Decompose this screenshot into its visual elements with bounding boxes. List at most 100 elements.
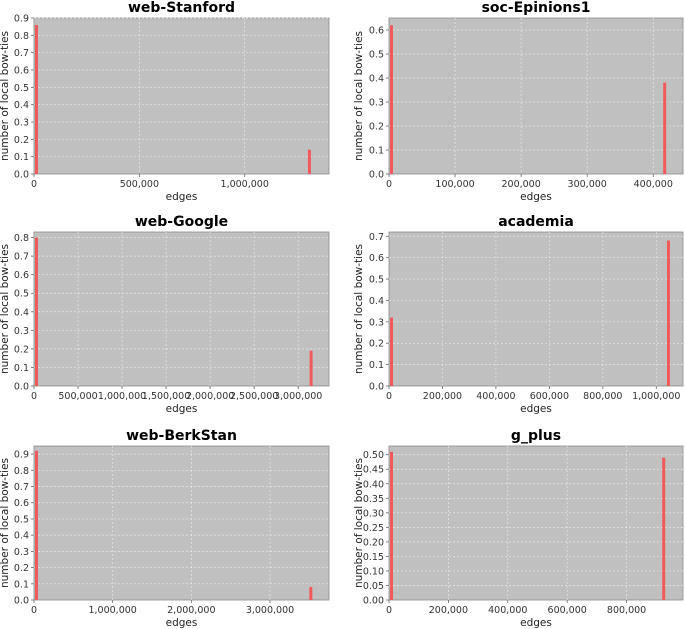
y-tick-label: 0.5 — [14, 83, 29, 94]
y-tick-label: 0.3 — [14, 326, 29, 337]
y-tick-label: 0.35 — [363, 494, 384, 505]
y-tick-label: 0.45 — [363, 465, 384, 476]
chart-panel: 0 200,000 400,000 600,000 800,000 1,000,000 0.… — [353, 214, 684, 415]
x-tick-label: 600,000 — [530, 391, 569, 402]
x-tick-label: 200,000 — [501, 179, 540, 190]
x-tick-label: 200,000 — [429, 605, 468, 616]
y-tick-label: 0.2 — [14, 563, 29, 574]
y-tick-label: 0.2 — [14, 344, 29, 355]
x-tick-label: 0 — [386, 605, 392, 616]
plot-background — [388, 17, 684, 175]
x-tick-label: 400,000 — [488, 605, 527, 616]
y-tick-label: 0.0 — [14, 596, 29, 607]
y-tick-label: 0.4 — [14, 100, 29, 111]
chart-title: web-Google — [135, 214, 228, 230]
y-tick-label: 0.5 — [14, 289, 29, 300]
x-tick-label: 400,000 — [476, 391, 515, 402]
y-tick-label: 0.8 — [14, 466, 29, 477]
y-tick-label: 0.6 — [14, 270, 29, 281]
x-tick-label: 1,500,000 — [142, 391, 190, 402]
y-tick-label: 0.0 — [14, 382, 29, 393]
y-tick-label: 0.7 — [369, 232, 384, 243]
chart-panel: 0 1,000,000 2,000,000 3,000,000 0.0 0.1 0.2 0.3… — [0, 428, 330, 629]
plot-background — [388, 445, 684, 601]
y-tick-label: 0.25 — [363, 523, 384, 534]
y-axis-label: number of local bow-ties — [353, 458, 365, 588]
x-axis-label: edges — [520, 617, 552, 629]
bar — [35, 237, 38, 386]
plot-background — [388, 231, 684, 387]
x-tick-label: 100,000 — [435, 179, 474, 190]
y-tick-label: 0.6 — [369, 253, 384, 264]
bar — [390, 25, 393, 175]
bar — [663, 82, 667, 174]
y-tick-label: 0.6 — [369, 26, 384, 37]
y-tick-label: 0.10 — [363, 566, 384, 577]
plot-background — [33, 231, 330, 387]
bar — [390, 451, 393, 600]
chart-title: academia — [498, 214, 574, 230]
x-tick-label: 300,000 — [568, 179, 607, 190]
bar — [35, 24, 38, 174]
y-tick-label: 0.3 — [369, 317, 384, 328]
bar — [666, 240, 670, 386]
x-tick-label: 3,000,000 — [246, 605, 294, 616]
y-tick-label: 0.4 — [369, 74, 384, 85]
y-tick-label: 0.9 — [14, 450, 29, 461]
chart-panel: 0 100,000 200,000 300,000 400,000 0.0 0.1 0.2 0.… — [353, 0, 684, 203]
y-tick-label: 0.20 — [363, 537, 384, 548]
x-tick-label: 1,000,000 — [632, 391, 680, 402]
y-tick-label: 0.8 — [14, 31, 29, 42]
x-tick-label: 500,000 — [58, 391, 97, 402]
chart-title: web-Stanford — [128, 0, 235, 16]
x-axis-label: edges — [520, 403, 552, 415]
y-axis-label: number of local bow-ties — [0, 458, 11, 588]
x-tick-label: 2,000,000 — [167, 605, 215, 616]
x-axis-label: edges — [166, 617, 198, 629]
x-tick-label: 1,000,000 — [88, 605, 136, 616]
chart-panel: 0 500,000 1,000,0001,500,0002,000,0002,500… — [0, 214, 330, 415]
x-tick-label: 0 — [386, 179, 392, 190]
x-tick-label: 2,500,000 — [230, 391, 278, 402]
y-tick-label: 0.2 — [14, 135, 29, 146]
chart-panel: 0 500,000 1,000,000 0.0 0.1 0.2 0.3 0.4 0.5 0.6 0.… — [0, 0, 330, 203]
x-tick-label: 800,000 — [607, 605, 646, 616]
x-tick-label: 1,000,000 — [221, 179, 269, 190]
y-tick-label: 0.50 — [363, 450, 384, 461]
y-axis-label: number of local bow-ties — [353, 244, 365, 374]
chart-panel: 0 200,000 400,000 600,000 800,000 0.00 0.05 0.1… — [353, 428, 684, 629]
y-tick-label: 0.0 — [369, 382, 384, 393]
bar — [390, 317, 393, 386]
y-tick-label: 0.5 — [369, 50, 384, 61]
plot-background — [33, 445, 330, 601]
x-tick-label: 3,000,000 — [274, 391, 322, 402]
x-tick-label: 0 — [31, 605, 37, 616]
x-axis-label: edges — [166, 403, 198, 415]
y-tick-label: 0.2 — [369, 339, 384, 350]
y-tick-label: 0.1 — [14, 363, 29, 374]
y-tick-label: 0.8 — [14, 233, 29, 244]
bar — [309, 350, 313, 386]
x-tick-label: 500,000 — [120, 179, 159, 190]
x-tick-label: 800,000 — [583, 391, 622, 402]
y-tick-label: 0.1 — [14, 152, 29, 163]
chart-title: soc-Epinions1 — [482, 0, 591, 16]
y-tick-label: 0.3 — [14, 547, 29, 558]
y-tick-label: 0.1 — [369, 146, 384, 157]
bar — [35, 450, 38, 600]
y-tick-label: 0.9 — [14, 14, 29, 25]
y-tick-label: 0.4 — [14, 531, 29, 542]
y-tick-label: 0.3 — [14, 118, 29, 129]
y-tick-label: 0.0 — [369, 170, 384, 181]
y-tick-label: 0.15 — [363, 552, 384, 563]
y-tick-label: 0.40 — [363, 479, 384, 490]
y-tick-label: 0.7 — [14, 252, 29, 263]
x-tick-label: 200,000 — [423, 391, 462, 402]
y-tick-label: 0.1 — [14, 579, 29, 590]
plot-background — [33, 17, 330, 175]
x-tick-label: 0 — [386, 391, 392, 402]
y-tick-label: 0.6 — [14, 498, 29, 509]
x-tick-label: 0 — [31, 391, 37, 402]
x-tick-label: 400,000 — [634, 179, 673, 190]
